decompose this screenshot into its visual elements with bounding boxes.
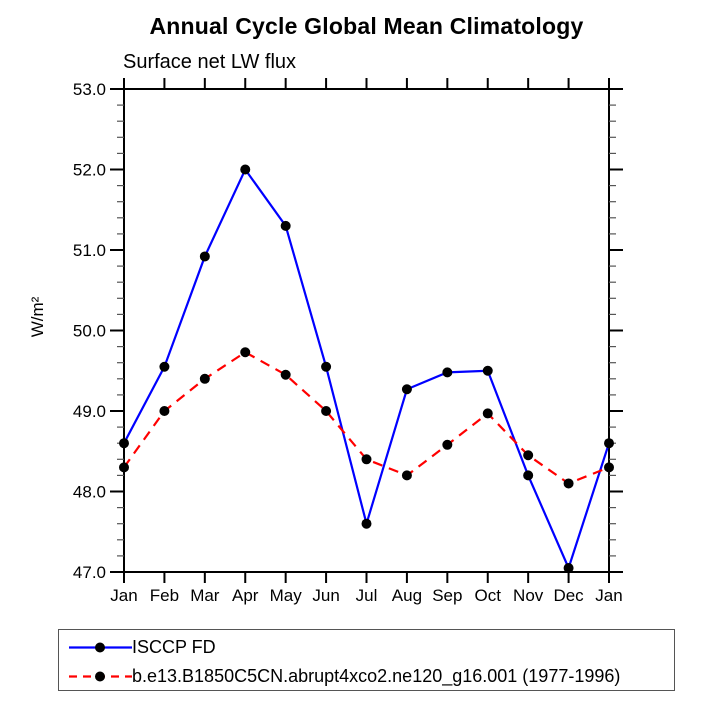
y-tick-label: 47.0 bbox=[73, 563, 106, 582]
data-point-0 bbox=[401, 384, 412, 395]
data-point-1 bbox=[280, 369, 291, 380]
data-point-0 bbox=[321, 361, 332, 372]
data-point-0 bbox=[604, 438, 614, 449]
y-tick-label: 51.0 bbox=[73, 241, 106, 260]
x-tick-label: Jun bbox=[312, 586, 339, 605]
legend-item-model: b.e13.B1850C5CN.abrupt4xco2.ne120_g16.00… bbox=[59, 662, 674, 691]
data-point-0 bbox=[199, 251, 210, 262]
legend-label: ISCCP FD bbox=[132, 637, 216, 657]
x-tick-label: Apr bbox=[232, 586, 259, 605]
data-point-1 bbox=[604, 462, 614, 473]
data-point-0 bbox=[523, 470, 534, 481]
data-point-0 bbox=[280, 220, 291, 231]
data-point-1 bbox=[119, 462, 129, 473]
x-tick-label: Mar bbox=[190, 586, 220, 605]
legend-line-solid-icon bbox=[69, 642, 132, 653]
legend-label: b.e13.B1850C5CN.abrupt4xco2.ne120_g16.00… bbox=[132, 666, 621, 686]
x-tick-label: Jul bbox=[356, 586, 378, 605]
chart-title: Annual Cycle Global Mean Climatology bbox=[149, 13, 584, 39]
y-tick-label: 48.0 bbox=[73, 483, 106, 502]
legend-item-isccp: ISCCP FD bbox=[59, 633, 674, 662]
x-tick-label: Feb bbox=[150, 586, 179, 605]
data-point-0 bbox=[240, 164, 251, 175]
data-point-1 bbox=[401, 470, 412, 481]
legend-line-dashed-icon bbox=[69, 671, 132, 682]
data-point-1 bbox=[523, 450, 534, 461]
y-tick-label: 50.0 bbox=[73, 322, 106, 341]
series-line-0 bbox=[123, 167, 611, 572]
data-point-1 bbox=[482, 408, 493, 419]
data-point-1 bbox=[199, 373, 210, 384]
data-point-0 bbox=[442, 367, 453, 378]
chart-subtitle: Surface net LW flux bbox=[123, 51, 297, 73]
x-tick-label: Dec bbox=[553, 586, 584, 605]
plot-frame bbox=[123, 88, 610, 573]
x-tick-label: Jan bbox=[595, 586, 622, 605]
legend-box: ISCCP FD b.e13.B1850C5CN.abrupt4xco2.ne1… bbox=[58, 629, 675, 691]
data-point-1 bbox=[563, 478, 574, 489]
data-point-0 bbox=[361, 518, 372, 529]
y-tick-label: 52.0 bbox=[73, 161, 106, 180]
x-tick-label: Jan bbox=[110, 586, 137, 605]
data-point-1 bbox=[240, 347, 251, 358]
x-tick-label: May bbox=[270, 586, 303, 605]
data-point-0 bbox=[119, 438, 129, 449]
x-tick-label: Nov bbox=[513, 586, 544, 605]
y-tick-label: 53.0 bbox=[73, 80, 106, 99]
y-tick-label: 49.0 bbox=[73, 402, 106, 421]
data-point-1 bbox=[159, 406, 170, 416]
data-point-1 bbox=[321, 406, 332, 416]
data-point-1 bbox=[361, 454, 372, 465]
data-point-0 bbox=[159, 361, 170, 372]
x-tick-label: Oct bbox=[475, 586, 502, 605]
data-point-1 bbox=[442, 439, 453, 450]
data-point-0 bbox=[482, 365, 493, 376]
data-point-0 bbox=[563, 562, 574, 573]
x-tick-label: Aug bbox=[392, 586, 422, 605]
x-tick-label: Sep bbox=[432, 586, 462, 605]
